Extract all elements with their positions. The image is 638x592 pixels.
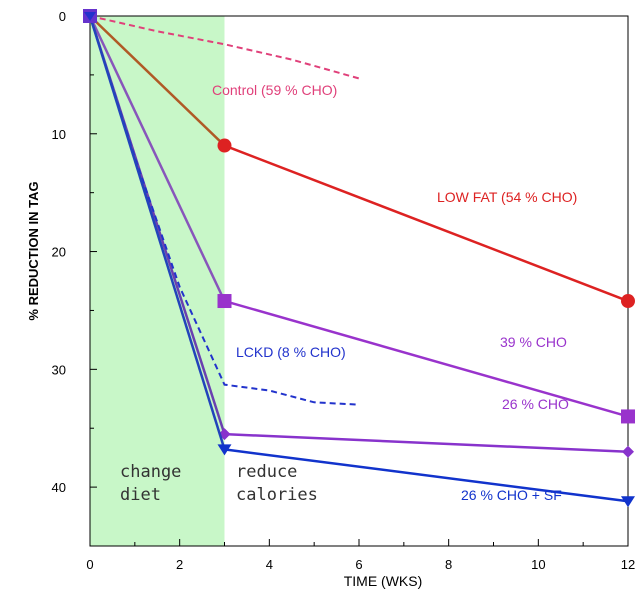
series-5-segment bbox=[224, 448, 629, 503]
x-axis-title: TIME (WKS) bbox=[344, 573, 423, 589]
series-5-point bbox=[217, 444, 232, 456]
series-label-26-cho: 26 % CHO bbox=[502, 396, 569, 412]
series-label-lckd: LCKD (8 % CHO) bbox=[236, 344, 346, 360]
series-layer bbox=[83, 9, 635, 508]
series-2-segment-early bbox=[88, 15, 226, 302]
y-tick-label: 10 bbox=[52, 127, 66, 142]
series-4-line bbox=[89, 15, 360, 406]
y-axis-title: % REDUCTION IN TAG bbox=[26, 181, 41, 320]
series-2-point bbox=[621, 409, 635, 424]
phase-label-reduce: reduce bbox=[236, 462, 297, 482]
x-tick-label: 12 bbox=[621, 557, 635, 572]
x-tick-label: 0 bbox=[86, 557, 93, 572]
phase-label-diet: diet bbox=[120, 485, 161, 505]
y-tick-label: 30 bbox=[52, 362, 66, 377]
series-5-segment-early bbox=[88, 15, 226, 450]
series-label-control: Control (59 % CHO) bbox=[212, 82, 337, 98]
y-tick-label: 0 bbox=[59, 9, 66, 24]
x-tick-label: 10 bbox=[531, 557, 545, 572]
x-tick-label: 4 bbox=[266, 557, 273, 572]
series-1-segment bbox=[224, 144, 629, 303]
diet-change-region bbox=[90, 16, 225, 546]
series-label-low-fat: LOW FAT (54 % CHO) bbox=[437, 189, 577, 205]
phase-label-change: change bbox=[120, 462, 181, 482]
series-3-point bbox=[622, 445, 634, 458]
origin-triangle bbox=[84, 12, 96, 21]
y-tick-label: 20 bbox=[52, 245, 66, 260]
series-1-segment-early bbox=[89, 15, 226, 147]
x-tick-label: 2 bbox=[176, 557, 183, 572]
series-2-point bbox=[217, 294, 232, 309]
series-label-39-cho: 39 % CHO bbox=[500, 334, 567, 350]
series-5-point bbox=[621, 496, 635, 508]
y-tick-label: 40 bbox=[52, 480, 66, 495]
x-tick-label: 6 bbox=[355, 557, 362, 572]
series-1-point bbox=[621, 294, 635, 309]
series-label-26-cho-sf: 26 % CHO + SF bbox=[461, 487, 562, 503]
phase-label-calories: calories bbox=[236, 485, 318, 505]
series-0-line bbox=[89, 15, 360, 80]
x-tick-label: 8 bbox=[445, 557, 452, 572]
series-1-point bbox=[217, 138, 232, 153]
series-2-segment bbox=[224, 299, 629, 418]
series-3-segment bbox=[224, 432, 629, 454]
